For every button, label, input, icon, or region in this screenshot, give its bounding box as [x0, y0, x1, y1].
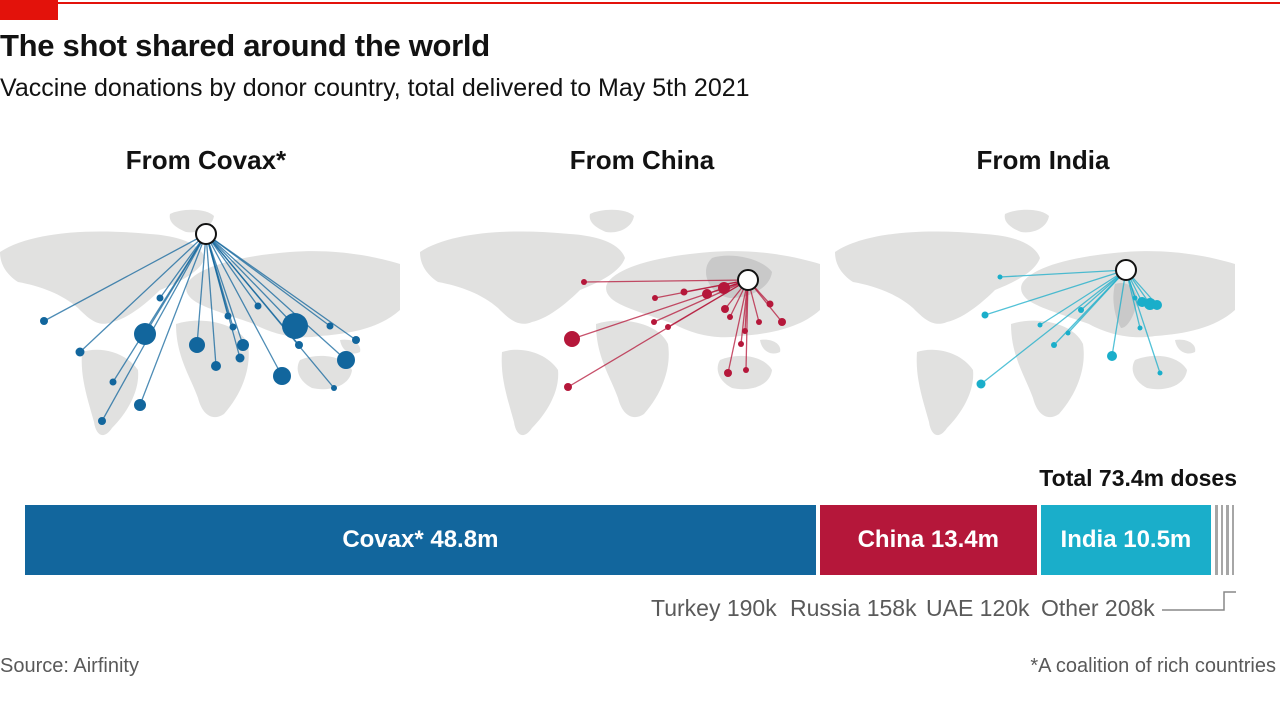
panel-title-india: From India: [976, 145, 1110, 175]
chart-subtitle: Vaccine donations by donor country, tota…: [0, 74, 750, 102]
bar-segment-uae: [1226, 505, 1229, 575]
bar-segment-other: [1231, 505, 1234, 575]
chart-title: The shot shared around the world: [0, 28, 490, 63]
panel-title-china: From China: [569, 145, 715, 175]
footnote: *A coalition of rich countries: [1030, 655, 1276, 677]
panel-title-covax: From Covax*: [125, 145, 287, 175]
world-map-china: [420, 209, 820, 436]
label-other: Other 208k: [1041, 595, 1155, 621]
bar-segment-russia: [1220, 505, 1223, 575]
label-uae: UAE 120k: [926, 595, 1030, 621]
world-map-covax: [0, 209, 400, 436]
label-turkey: Turkey 190k: [651, 595, 777, 621]
source-note: Source: Airfinity: [0, 655, 139, 677]
bar-segment-covax: Covax* 48.8m: [25, 505, 816, 575]
top-rule: [0, 2, 1280, 4]
total-label: Total 73.4m doses: [1039, 465, 1237, 491]
bar-segment-turkey: [1215, 505, 1218, 575]
brand-tab: [0, 0, 58, 20]
bar-segment-china: China 13.4m: [819, 505, 1037, 575]
bar-segment-india: India 10.5m: [1040, 505, 1211, 575]
world-map-india: [835, 209, 1235, 436]
other-bracket: [1162, 591, 1236, 611]
label-russia: Russia 158k: [790, 595, 917, 621]
